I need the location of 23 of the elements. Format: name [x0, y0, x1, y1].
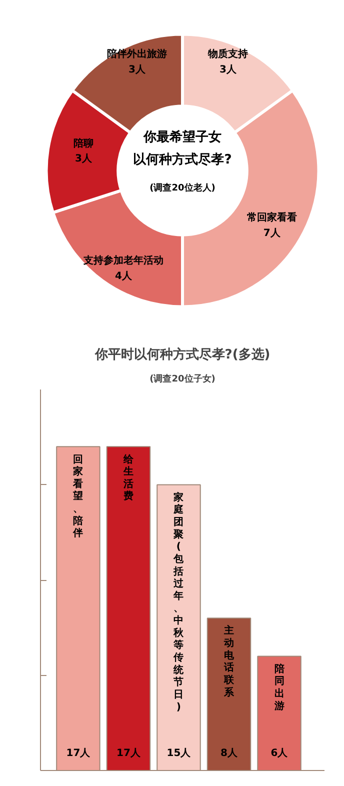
slice-label: 陪聊 — [73, 137, 94, 150]
data-label: 15人 — [166, 747, 192, 760]
slice-label: 物质支持 — [207, 48, 248, 60]
x-tick-label: 回家看望、陪伴 — [72, 454, 84, 540]
x-tick-label: 主动电话联系 — [222, 624, 235, 698]
data-label: 7人 — [263, 226, 282, 239]
x-tick-label: 陪同出游 — [273, 662, 284, 712]
chart-title: 你平时以何种方式尽孝?(多选) — [94, 346, 270, 362]
data-label: 8人 — [220, 747, 238, 760]
slice-label: 支持参加老年活动 — [82, 254, 164, 267]
category-label: 家庭团聚(包括过年、中秋等传统节日) — [174, 492, 184, 713]
data-label: 17人 — [116, 747, 142, 760]
data-label: 3人 — [74, 152, 93, 165]
data-label: 4人 — [115, 270, 134, 282]
data-label: 3人 — [220, 63, 238, 76]
x-tick-label: 给生活费 — [122, 453, 134, 502]
slice-label: 常回家看看 — [246, 211, 297, 224]
data-label: 3人 — [128, 63, 146, 76]
data-label: 17人 — [66, 747, 92, 760]
text: (调查20位老人) — [150, 182, 216, 194]
chart-subtitle: (调查20位子女) — [150, 374, 216, 384]
data-label: 6人 — [270, 747, 289, 760]
text: 你最希望子女以何种方式尽孝? — [133, 128, 232, 168]
